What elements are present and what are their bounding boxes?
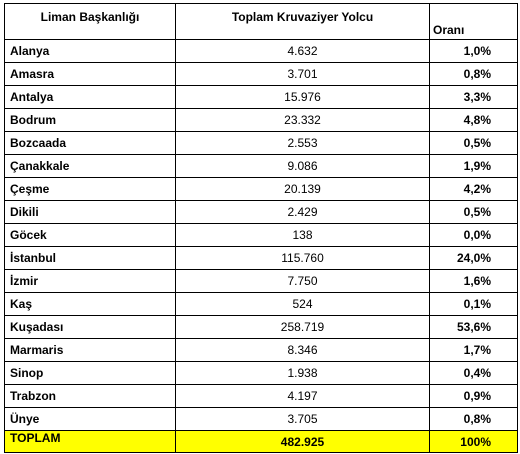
- rate-cell: 53,6%: [429, 315, 518, 339]
- rate-cell: 0,5%: [429, 131, 518, 155]
- passenger-count-cell: 2.429: [175, 200, 430, 224]
- rate-cell: 0,8%: [429, 62, 518, 86]
- table-row: Bozcaada 2.553 0,5%: [4, 131, 518, 155]
- table-row: Trabzon 4.197 0,9%: [4, 384, 518, 408]
- passenger-count-cell: 1.938: [175, 361, 430, 385]
- port-cell: Marmaris: [4, 338, 176, 362]
- port-cell: İstanbul: [4, 246, 176, 270]
- table-row: Alanya 4.632 1,0%: [4, 39, 518, 63]
- table-row: Antalya 15.976 3,3%: [4, 85, 518, 109]
- passenger-count-cell: 3.701: [175, 62, 430, 86]
- rate-cell: 0,0%: [429, 223, 518, 247]
- port-cell: Alanya: [4, 39, 176, 63]
- passenger-count-cell: 23.332: [175, 108, 430, 132]
- table-footer: TOPLAM 482.925 100%: [4, 430, 518, 453]
- table-row: Göcek 138 0,0%: [4, 223, 518, 247]
- table-row: Çanakkale 9.086 1,9%: [4, 154, 518, 178]
- rate-cell: 1,6%: [429, 269, 518, 293]
- port-cell: Trabzon: [4, 384, 176, 408]
- port-cell: Çeşme: [4, 177, 176, 201]
- rate-cell: 0,8%: [429, 407, 518, 431]
- port-cell: Amasra: [4, 62, 176, 86]
- table-row: Kaş 524 0,1%: [4, 292, 518, 316]
- table-row: Bodrum 23.332 4,8%: [4, 108, 518, 132]
- port-cell: Sinop: [4, 361, 176, 385]
- header-row: Liman Başkanlığı Toplam Kruvaziyer Yolcu…: [4, 3, 518, 40]
- passenger-count-cell: 115.760: [175, 246, 430, 270]
- rate-cell: 0,4%: [429, 361, 518, 385]
- passenger-count-cell: 8.346: [175, 338, 430, 362]
- rate-cell: 0,5%: [429, 200, 518, 224]
- rate-cell: 1,0%: [429, 39, 518, 63]
- table-row: Ünye 3.705 0,8%: [4, 407, 518, 431]
- passenger-count-cell: 138: [175, 223, 430, 247]
- table-row: Kuşadası 258.719 53,6%: [4, 315, 518, 339]
- passenger-count-cell: 258.719: [175, 315, 430, 339]
- header-total-passengers: Toplam Kruvaziyer Yolcu: [175, 3, 430, 40]
- port-cell: Göcek: [4, 223, 176, 247]
- total-row: TOPLAM 482.925 100%: [4, 430, 518, 453]
- table-row: Marmaris 8.346 1,7%: [4, 338, 518, 362]
- header-rate: Oranı: [429, 3, 518, 40]
- table-row: Sinop 1.938 0,4%: [4, 361, 518, 385]
- port-cell: Çanakkale: [4, 154, 176, 178]
- port-cell: Bozcaada: [4, 131, 176, 155]
- passenger-table-container: Liman Başkanlığı Toplam Kruvaziyer Yolcu…: [4, 3, 518, 453]
- passenger-count-cell: 524: [175, 292, 430, 316]
- table-row: İstanbul 115.760 24,0%: [4, 246, 518, 270]
- table-row: Çeşme 20.139 4,2%: [4, 177, 518, 201]
- port-cell: Bodrum: [4, 108, 176, 132]
- table-row: İzmir 7.750 1,6%: [4, 269, 518, 293]
- cruise-passenger-table: Liman Başkanlığı Toplam Kruvaziyer Yolcu…: [4, 3, 518, 453]
- port-cell: Kaş: [4, 292, 176, 316]
- rate-cell: 3,3%: [429, 85, 518, 109]
- port-cell: Antalya: [4, 85, 176, 109]
- port-cell: Ünye: [4, 407, 176, 431]
- rate-cell: 4,8%: [429, 108, 518, 132]
- rate-cell: 0,9%: [429, 384, 518, 408]
- table-body: Alanya 4.632 1,0% Amasra 3.701 0,8% Antalya 15.…: [4, 39, 518, 431]
- table-row: Amasra 3.701 0,8%: [4, 62, 518, 86]
- table-row: Dikili 2.429 0,5%: [4, 200, 518, 224]
- total-label: TOPLAM: [4, 430, 176, 453]
- passenger-count-cell: 4.197: [175, 384, 430, 408]
- rate-cell: 24,0%: [429, 246, 518, 270]
- rate-cell: 1,9%: [429, 154, 518, 178]
- passenger-count-cell: 15.976: [175, 85, 430, 109]
- total-rate: 100%: [429, 430, 518, 453]
- passenger-count-cell: 3.705: [175, 407, 430, 431]
- passenger-count-cell: 7.750: [175, 269, 430, 293]
- rate-cell: 0,1%: [429, 292, 518, 316]
- table-header: Liman Başkanlığı Toplam Kruvaziyer Yolcu…: [4, 3, 518, 40]
- port-cell: Dikili: [4, 200, 176, 224]
- passenger-count-cell: 4.632: [175, 39, 430, 63]
- passenger-count-cell: 2.553: [175, 131, 430, 155]
- rate-cell: 1,7%: [429, 338, 518, 362]
- passenger-count-cell: 9.086: [175, 154, 430, 178]
- rate-cell: 4,2%: [429, 177, 518, 201]
- total-value: 482.925: [175, 430, 430, 453]
- passenger-count-cell: 20.139: [175, 177, 430, 201]
- header-port-authority: Liman Başkanlığı: [4, 3, 176, 40]
- port-cell: İzmir: [4, 269, 176, 293]
- port-cell: Kuşadası: [4, 315, 176, 339]
